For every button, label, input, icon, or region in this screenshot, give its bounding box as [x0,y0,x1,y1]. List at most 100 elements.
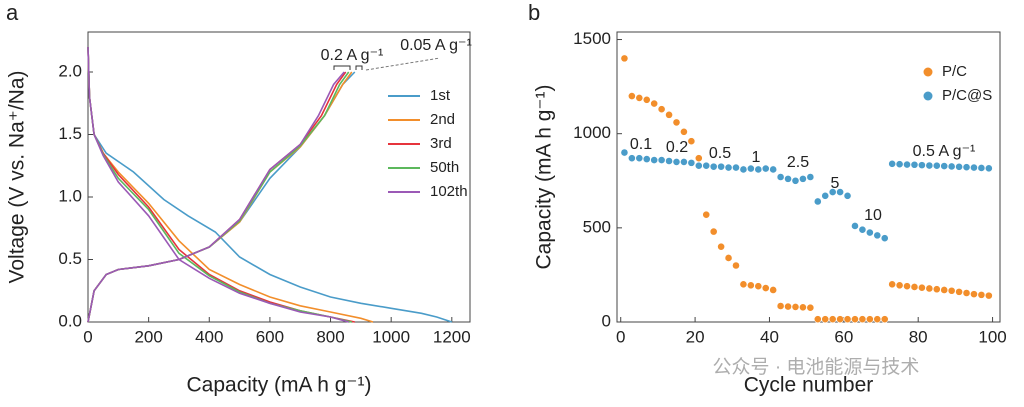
point [940,162,949,170]
point [932,285,941,294]
point [806,303,815,312]
point [925,161,934,170]
y-tick-label: 500 [583,217,611,236]
legend-swatch [923,91,933,101]
point [880,234,889,243]
point [717,242,726,251]
point [746,281,755,290]
point [687,158,696,167]
annotation: 2.5 [787,154,809,171]
point [903,282,911,291]
x-tick-label: 1200 [433,327,471,346]
series-line [87,46,374,323]
point [813,315,822,324]
point [769,286,778,294]
arrow [365,57,441,71]
point [784,302,792,311]
point [910,160,919,169]
point [984,164,993,173]
point [687,137,696,146]
point [977,164,986,172]
point [761,284,770,293]
point [888,159,897,168]
annotation: 0.1 [630,136,652,153]
point [932,161,941,170]
point [650,156,659,164]
point [702,161,711,170]
plot-frame [616,31,1001,323]
plot-frame [87,31,471,323]
y-tick-label: 0.5 [58,249,82,268]
point [918,283,926,292]
point [873,315,882,324]
y-tick-label: 1000 [573,123,611,142]
point [940,286,949,294]
point [821,191,830,200]
point [851,222,859,230]
point [754,165,763,174]
x-tick-label: 80 [909,327,928,346]
point [828,315,837,324]
legend-label: P/C@S [942,87,992,104]
point [895,281,904,290]
x-tick-label: 0 [616,327,625,346]
annotation: 1 [752,149,761,166]
x-tick-label: 100 [978,327,1006,346]
point [836,188,845,196]
point [984,291,993,300]
annotation: 10 [864,207,882,224]
point [635,94,644,102]
annotation: 5 [831,175,840,192]
point [672,118,681,127]
point [836,315,845,324]
y-tick-label: 1.0 [58,186,82,205]
x-tick-label: 0 [83,327,92,346]
point [680,127,688,136]
point [642,95,651,104]
point [694,161,703,170]
point [903,160,911,169]
legend-label: 1st [430,87,451,104]
legend-label: 102th [430,183,468,200]
point [776,173,785,181]
point [709,227,718,236]
point [843,191,852,200]
point [806,173,815,181]
point [724,254,733,262]
point [865,315,874,324]
point [732,163,740,172]
annotation: 0.5 [709,145,731,162]
x-tick-label: 600 [256,327,284,346]
y-tick-label: 2.0 [58,61,82,80]
point [680,158,688,166]
point [858,225,867,234]
y-tick-label: 0 [602,311,611,330]
point [918,161,926,170]
point [776,302,785,310]
point [620,148,629,157]
annotation: 0.2 [666,139,688,156]
point [947,286,956,295]
legend-label: P/C [942,63,967,80]
point [717,162,726,171]
point [813,197,822,206]
x-tick-label: 20 [686,327,705,346]
series-line [87,46,453,323]
x-tick-label: 40 [760,327,779,346]
point [947,162,956,171]
point [977,290,986,299]
y-tick-label: 1500 [573,29,611,48]
point [880,315,889,324]
point [970,163,978,172]
point [739,280,748,289]
point [627,154,636,163]
point [962,163,971,172]
point [851,315,859,324]
point [791,176,800,185]
point [665,157,673,165]
point [650,99,659,108]
legend-label: 2nd [430,111,455,128]
x-axis-label: Cycle number [744,374,874,397]
